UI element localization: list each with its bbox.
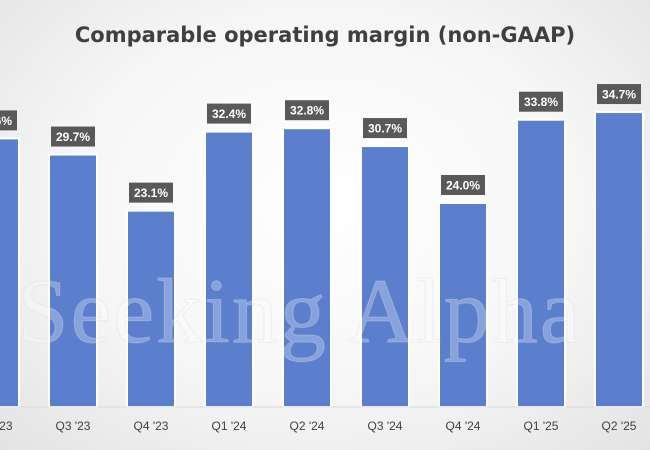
x-tick-label-q3-23: Q3 '23 (56, 419, 91, 433)
data-label-q2-23: 31.6% (0, 110, 17, 131)
data-label-box (519, 91, 563, 112)
bar-q3-24 (360, 145, 410, 409)
data-labels-layer: 31.6% 29.7% 23.1% 32.4% 32.8% 30.7% 24.0% 33.8%… (0, 84, 641, 203)
bar-q2-24 (282, 127, 332, 408)
data-label-q4-24: 24.0% (441, 175, 485, 195)
data-label-text: 29.7% (56, 130, 90, 144)
bar-q2-23 (0, 137, 20, 408)
data-label-q2-25: 34.7% (597, 84, 641, 105)
data-label-box (0, 110, 17, 131)
x-tick-label-q4-23: Q4 '23 (134, 419, 169, 433)
data-label-text: 23.1% (134, 186, 168, 200)
bar-q4-24 (438, 202, 488, 408)
data-label-q1-24: 32.4% (207, 103, 251, 124)
data-label-text: 34.7% (602, 88, 636, 102)
bar-q1-25 (516, 118, 566, 408)
data-label-box (285, 100, 329, 121)
x-tick-label-q4-24: Q4 '24 (446, 419, 481, 433)
x-tick-label-q1-25: Q1 '25 (524, 419, 559, 433)
bar-q4-23 (126, 209, 176, 408)
x-axis-ticks: Q2 '23 Q3 '23 Q4 '23 Q1 '24 Q2 '24 Q3 '24 Q4 '… (0, 419, 637, 433)
data-label-text: 24.0% (446, 179, 480, 193)
watermark: Seeking Alpha (17, 260, 582, 362)
data-label-q4-23: 23.1% (129, 182, 173, 203)
data-label-text: 32.8% (290, 104, 324, 118)
bars-layer (0, 111, 644, 409)
chart-title: Comparable operating margin (non-GAAP) (75, 23, 575, 47)
x-tick-label-q3-24: Q3 '24 (368, 419, 403, 433)
x-tick-label-q2-24: Q2 '24 (290, 419, 325, 433)
bar-q2-25 (594, 111, 644, 409)
data-label-box (441, 175, 485, 195)
data-label-q1-25: 33.8% (519, 91, 563, 112)
data-label-text: 32.4% (212, 107, 246, 121)
data-label-q3-23: 29.7% (51, 126, 95, 147)
data-label-q3-24: 30.7% (363, 118, 407, 139)
x-tick-label-q2-25: Q2 '25 (602, 419, 637, 433)
data-label-q2-24: 32.8% (285, 100, 329, 121)
data-label-box (129, 182, 173, 203)
data-label-text: 33.8% (524, 95, 558, 109)
bar-q3-23 (48, 153, 98, 408)
x-tick-label-q1-24: Q1 '24 (212, 419, 247, 433)
data-label-box (597, 84, 641, 105)
bar-q1-24 (204, 130, 254, 408)
data-label-box (363, 118, 407, 139)
data-label-text: 30.7% (368, 122, 402, 136)
data-label-box (51, 126, 95, 147)
data-label-text: 31.6% (0, 114, 12, 128)
x-tick-label-q2-23: Q2 '23 (0, 419, 13, 433)
data-label-box (207, 103, 251, 124)
